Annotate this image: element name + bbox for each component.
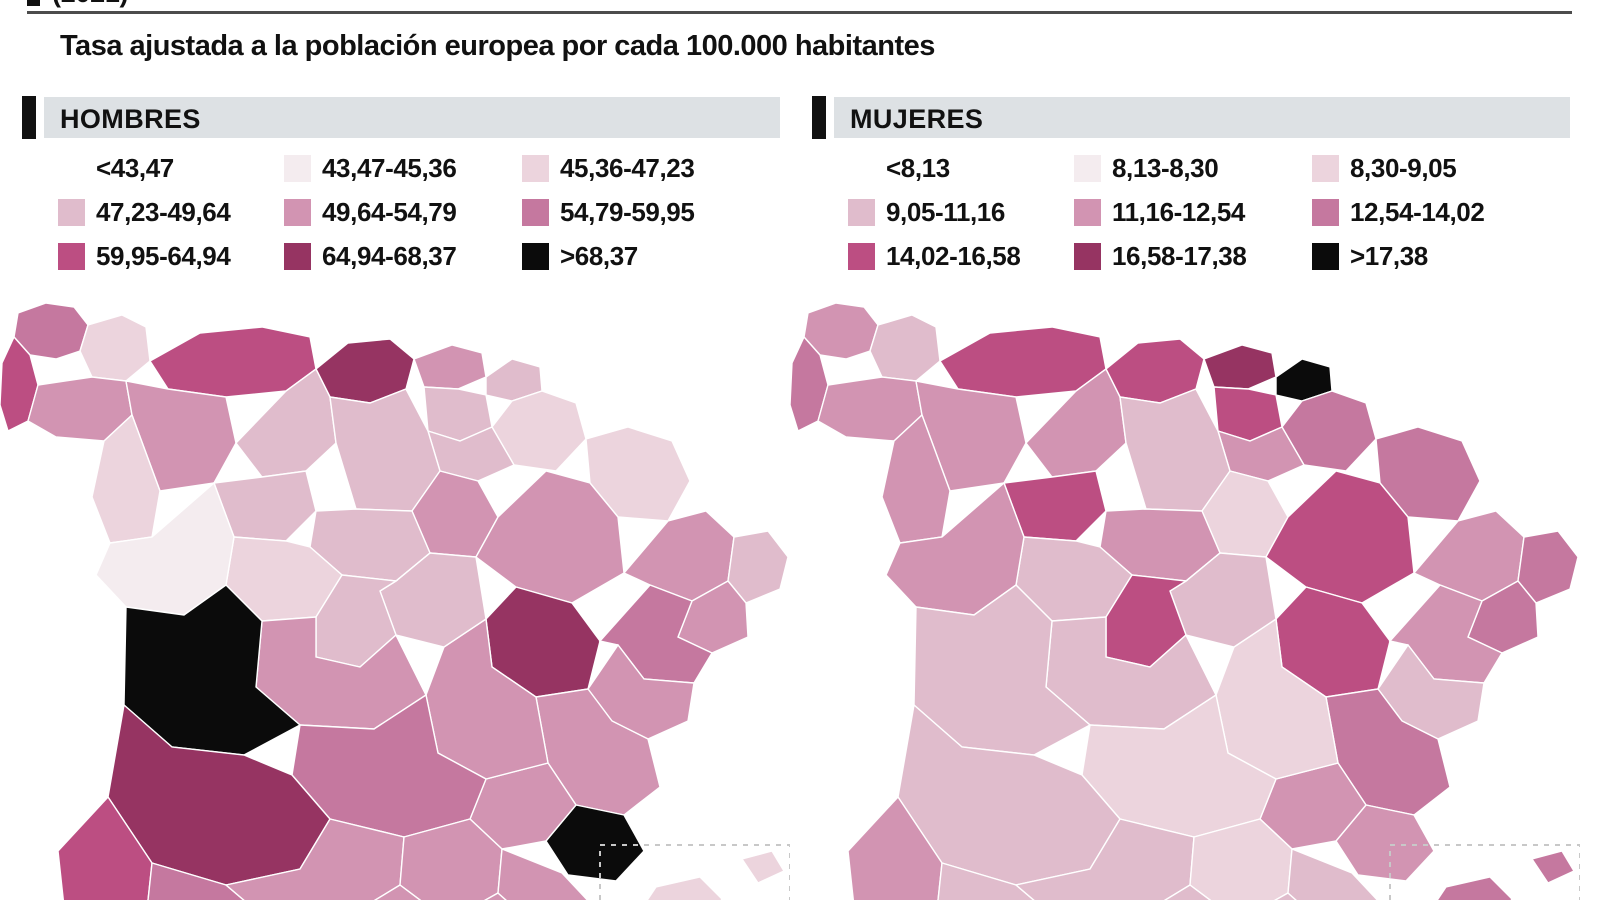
choropleth-map-hombres[interactable]: [0, 285, 790, 900]
legend-label: 8,30-9,05: [1350, 152, 1457, 183]
legend-hombres: <43,47 43,47-45,36 45,36-47,23 47,23-49,…: [22, 151, 762, 277]
legend-label: 45,36-47,23: [560, 152, 695, 183]
map-province[interactable]: [1281, 390, 1377, 472]
legend-label: 47,23-49,64: [96, 196, 231, 227]
legend-item[interactable]: >17,38: [1312, 239, 1428, 273]
panel-header-bar: [834, 97, 1570, 138]
map-province[interactable]: [1287, 848, 1382, 900]
legend-swatch-icon: [848, 242, 875, 270]
legend-label: 49,64-54,79: [322, 196, 457, 227]
map-province[interactable]: [790, 335, 829, 432]
legend-swatch-icon: [1074, 154, 1101, 182]
panel-header-hombres: HOMBRES: [22, 96, 802, 139]
legend-swatch-icon: [284, 154, 311, 182]
map-province[interactable]: [329, 388, 441, 512]
map-province[interactable]: [79, 314, 151, 382]
map-province[interactable]: [413, 344, 487, 390]
legend-swatch-icon: [58, 155, 85, 182]
choropleth-map-mujeres[interactable]: [790, 285, 1580, 900]
map-province[interactable]: [1203, 344, 1277, 390]
legend-item[interactable]: 45,36-47,23: [522, 151, 695, 185]
map-province[interactable]: [1530, 850, 1576, 884]
legend-swatch-icon: [848, 155, 875, 182]
legend-swatch-icon: [284, 198, 311, 226]
legend-item[interactable]: <8,13: [848, 151, 950, 185]
legend-item[interactable]: 12,54-14,02: [1312, 195, 1485, 229]
panel-title-mujeres: MUJERES: [850, 104, 984, 134]
legend-swatch-icon: [58, 198, 85, 226]
legend-swatch-icon: [1312, 242, 1339, 270]
legend-label: 54,79-59,95: [560, 196, 695, 227]
legend-item[interactable]: >68,37: [522, 239, 638, 273]
legend-item[interactable]: 9,05-11,16: [848, 195, 1005, 229]
map-province[interactable]: [395, 552, 431, 582]
panel-hombres: HOMBRES <43,47 43,47-45,36 45,36-47,23 4…: [22, 96, 802, 277]
map-province[interactable]: [1134, 884, 1324, 900]
legend-item[interactable]: 14,02-16,58: [848, 239, 1021, 273]
panel-header-bar: [44, 97, 780, 138]
legend-swatch-icon: [848, 198, 875, 226]
legend-label: >17,38: [1350, 240, 1428, 271]
panel-header-mujeres: MUJERES: [812, 96, 1592, 139]
map-province[interactable]: [740, 850, 786, 884]
legend-label: <8,13: [886, 152, 950, 183]
legend-label: 8,13-8,30: [1112, 152, 1219, 183]
panel-mujeres: MUJERES <8,13 8,13-8,30 8,30-9,05 9,05-1…: [812, 96, 1592, 277]
legend-label: 9,05-11,16: [886, 196, 1005, 227]
map-province[interactable]: [1185, 552, 1221, 582]
legend-mujeres: <8,13 8,13-8,30 8,30-9,05 9,05-11,16 11,…: [812, 151, 1552, 277]
map-province[interactable]: [344, 884, 534, 900]
legend-item[interactable]: 47,23-49,64: [58, 195, 231, 229]
panel-header-tick: [22, 96, 36, 139]
legend-item[interactable]: <43,47: [58, 151, 174, 185]
legend-item[interactable]: 43,47-45,36: [284, 151, 457, 185]
legend-label: 43,47-45,36: [322, 152, 457, 183]
legend-label: >68,37: [560, 240, 638, 271]
map-province[interactable]: [497, 848, 592, 900]
legend-swatch-icon: [58, 242, 85, 270]
legend-swatch-icon: [522, 154, 549, 182]
map-province[interactable]: [0, 335, 39, 432]
cutoff-header-tick: [27, 0, 40, 6]
legend-swatch-icon: [1312, 154, 1339, 182]
header-divider-rule: [27, 11, 1572, 14]
legend-swatch-icon: [522, 198, 549, 226]
legend-item[interactable]: 16,58-17,38: [1074, 239, 1247, 273]
panel-title-hombres: HOMBRES: [60, 104, 201, 134]
legend-label: 16,58-17,38: [1112, 240, 1247, 271]
map-province[interactable]: [491, 390, 587, 472]
legend-label: 64,94-68,37: [322, 240, 457, 271]
legend-swatch-icon: [1074, 198, 1101, 226]
page-title: Tasa ajustada a la población europea por…: [60, 30, 935, 62]
legend-swatch-icon: [522, 242, 549, 270]
cutoff-header-text: (2021): [52, 0, 129, 9]
map-province[interactable]: [869, 314, 941, 382]
legend-item[interactable]: 59,95-64,94: [58, 239, 231, 273]
legend-label: 14,02-16,58: [886, 240, 1021, 271]
map-province[interactable]: [1119, 388, 1231, 512]
map-province[interactable]: [1434, 876, 1513, 900]
legend-item[interactable]: 54,79-59,95: [522, 195, 695, 229]
legend-label: 12,54-14,02: [1350, 196, 1485, 227]
legend-swatch-icon: [1312, 198, 1339, 226]
map-province[interactable]: [644, 876, 723, 900]
legend-item[interactable]: 64,94-68,37: [284, 239, 457, 273]
legend-swatch-icon: [284, 242, 311, 270]
legend-label: 11,16-12,54: [1112, 196, 1245, 227]
legend-label: <43,47: [96, 152, 174, 183]
legend-item[interactable]: 49,64-54,79: [284, 195, 457, 229]
legend-label: 59,95-64,94: [96, 240, 231, 271]
cutoff-header-strip: (2021): [0, 0, 1600, 16]
legend-item[interactable]: 8,30-9,05: [1312, 151, 1457, 185]
map-svg-mujeres: [790, 302, 1580, 900]
legend-swatch-icon: [1074, 242, 1101, 270]
map-svg-hombres: [0, 302, 790, 900]
legend-item[interactable]: 8,13-8,30: [1074, 151, 1219, 185]
legend-item[interactable]: 11,16-12,54: [1074, 195, 1245, 229]
panel-header-tick: [812, 96, 826, 139]
